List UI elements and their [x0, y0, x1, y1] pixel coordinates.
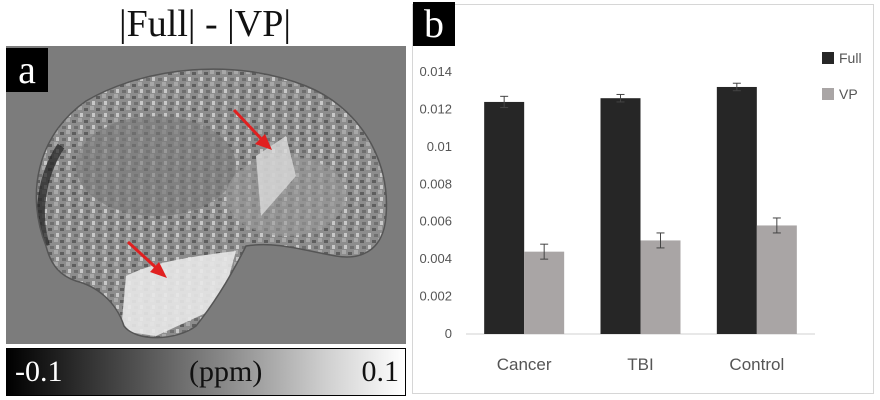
colorbar: -0.1 (ppm) 0.1 [6, 348, 406, 396]
bar-vp-tbi [640, 240, 681, 334]
map-title: |Full| - |VP| [119, 3, 291, 45]
y-tick-label: 0 [445, 326, 452, 341]
bar-full-tbi [600, 98, 641, 334]
x-category-label: TBI [627, 355, 653, 374]
bar-full-control [716, 86, 757, 334]
y-tick-label: 0.012 [419, 101, 452, 116]
bar-full-cancer [484, 101, 525, 334]
legend-label-full: Full [839, 50, 862, 66]
red-arrow-upper [232, 108, 272, 150]
colorbar-min-label: -0.1 [15, 355, 63, 388]
panel-label-b: b [413, 2, 455, 46]
x-category-label: Control [729, 355, 784, 374]
bar-vp-cancer [524, 251, 565, 334]
brain-map-panel: |Full| - |VP| [0, 0, 410, 400]
y-tick-label: 0.002 [419, 289, 452, 304]
legend-swatch-full [822, 52, 834, 64]
y-tick-label: 0.014 [419, 64, 452, 79]
y-tick-label: 0.01 [427, 139, 452, 154]
brain-image-graphic [35, 68, 388, 339]
chart-frame [412, 4, 874, 394]
legend-label-vp: VP [839, 86, 858, 102]
legend-swatch-vp [822, 88, 834, 100]
colorbar-unit-label: (ppm) [189, 355, 263, 388]
colorbar-max-label: 0.1 [361, 355, 400, 388]
brain-susceptibility-image [6, 46, 406, 344]
red-arrow-lower [126, 240, 167, 278]
y-tick-label: 0.006 [419, 214, 452, 229]
bar-vp-control [756, 225, 797, 334]
y-tick-label: 0.004 [419, 251, 452, 266]
x-category-label: Cancer [497, 355, 552, 374]
panel-label-a: a [6, 48, 48, 92]
y-tick-label: 0.008 [419, 176, 452, 191]
